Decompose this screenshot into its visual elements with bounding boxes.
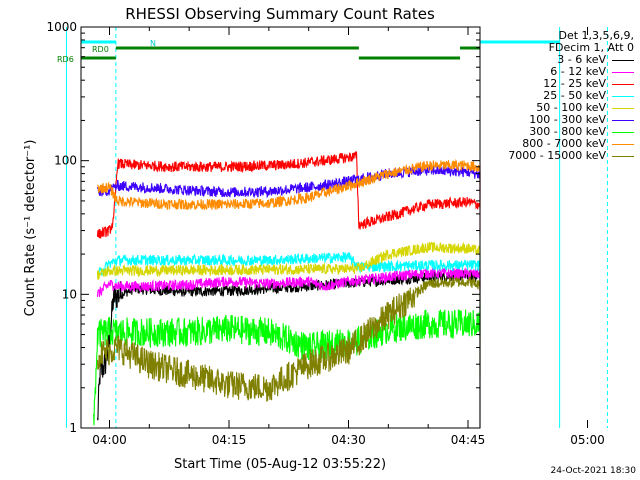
plot-frame xyxy=(80,26,481,429)
legend-swatch xyxy=(612,107,634,109)
legend-label: 6 - 12 keV xyxy=(550,65,606,78)
legend-label: 25 - 50 keV xyxy=(543,89,606,102)
legend-label: 12 - 25 keV xyxy=(543,77,606,90)
legend-label: 7000 - 15000 keV xyxy=(508,149,606,162)
y-axis-label: Count Rate (s⁻¹ detector⁻¹) xyxy=(23,140,38,317)
x-tick-label: 04:00 xyxy=(92,433,127,447)
chart-title: RHESSI Observing Summary Count Rates xyxy=(125,5,435,23)
x-tick-label: 04:30 xyxy=(331,433,366,447)
legend-label: 800 - 7000 keV xyxy=(522,137,606,150)
state-bar-label: RD6 xyxy=(57,55,74,64)
legend-label: 300 - 800 keV xyxy=(529,125,606,138)
legend-item: 300 - 800 keV xyxy=(529,126,634,138)
x-tick-label: 04:45 xyxy=(451,433,486,447)
legend-item: 25 - 50 keV xyxy=(543,90,634,102)
y-tick-label: 1000 xyxy=(46,20,77,34)
legend-swatch xyxy=(612,95,634,97)
legend-item: 50 - 100 keV xyxy=(536,102,634,114)
footer-date: 24-Oct-2021 18:30 xyxy=(550,466,636,476)
legend-item: 7000 - 15000 keV xyxy=(508,150,634,162)
legend-swatch xyxy=(612,119,634,121)
legend-item: 12 - 25 keV xyxy=(543,78,634,90)
x-axis-label: Start Time (05-Aug-12 03:55:22) xyxy=(174,457,386,472)
legend-item: 6 - 12 keV xyxy=(550,66,634,78)
legend-header: Det 1,3,5,6,9, xyxy=(558,29,634,42)
legend-swatch xyxy=(612,59,634,61)
legend-label: 50 - 100 keV xyxy=(536,101,606,114)
legend-header: FDecim 1, Att 0 xyxy=(548,41,634,54)
y-tick-label: 100 xyxy=(54,154,77,168)
legend-item: 100 - 300 keV xyxy=(529,114,634,126)
y-tick-label: 10 xyxy=(62,287,77,301)
legend-label: 3 - 6 keV xyxy=(557,53,606,66)
state-bar-label: N xyxy=(150,39,156,48)
axes: 110100100004:0004:1504:3004:4505:0005:15… xyxy=(46,20,605,447)
legend-swatch xyxy=(612,131,634,133)
legend-swatch xyxy=(612,155,634,157)
legend-swatch xyxy=(612,71,634,73)
legend-item: 800 - 7000 keV xyxy=(522,138,634,150)
y-tick-label: 1 xyxy=(69,421,77,435)
x-tick-label: 05:00 xyxy=(570,433,605,447)
state-bar-label: RD0 xyxy=(92,45,109,54)
legend-item: 3 - 6 keV xyxy=(557,54,634,66)
legend-label: 100 - 300 keV xyxy=(529,113,606,126)
plot-area: N RD0 RD6 xyxy=(57,27,608,428)
x-tick-label: 04:15 xyxy=(212,433,247,447)
series-line-0 xyxy=(96,269,481,428)
legend-swatch xyxy=(612,143,634,145)
legend-swatch xyxy=(612,83,634,85)
